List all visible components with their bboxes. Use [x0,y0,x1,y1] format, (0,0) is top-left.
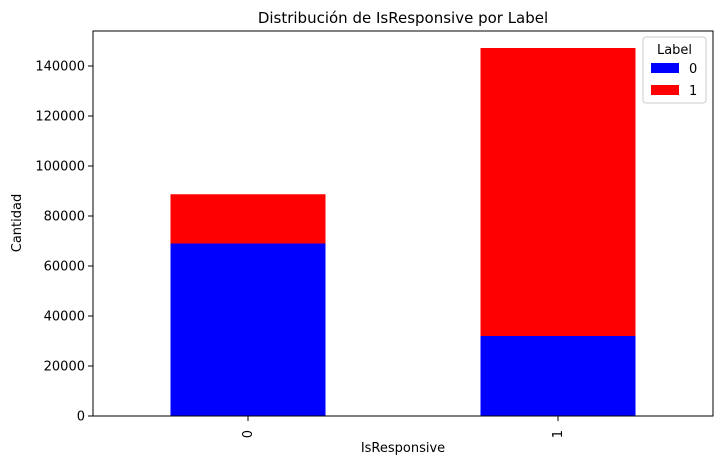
y-axis-title: Cantidad [10,194,25,252]
y-tick-label: 60000 [44,260,85,275]
legend-swatch-0 [651,63,679,73]
bar-label-1-isresponsive-1 [480,48,636,336]
bar-label-0-isresponsive-0 [170,243,326,416]
y-tick-label: 20000 [44,360,85,375]
x-tick-label: 1 [551,430,566,438]
chart-title: Distribución de IsResponsive por Label [258,9,548,27]
y-tick-label: 0 [77,410,85,425]
legend: Label 0 1 [642,36,707,104]
bar-label-0-isresponsive-1 [480,336,636,416]
y-tick-label: 120000 [35,110,85,125]
legend-label-0: 0 [689,62,697,77]
bars-layer [170,48,636,416]
y-tick-label: 80000 [44,210,85,225]
y-tick-label: 40000 [44,310,85,325]
legend-swatch-1 [651,85,679,95]
bar-label-1-isresponsive-0 [170,194,326,244]
y-tick-label: 100000 [35,160,85,175]
legend-title: Label [657,43,692,58]
x-tick-label: 0 [241,430,256,438]
plot-frame [92,30,714,417]
x-axis-title: IsResponsive [361,441,445,456]
y-tick-label: 140000 [35,60,85,75]
y-axis: 0 20000 40000 60000 80000 100000 120000 140000 [35,60,93,425]
legend-label-1: 1 [689,84,697,99]
